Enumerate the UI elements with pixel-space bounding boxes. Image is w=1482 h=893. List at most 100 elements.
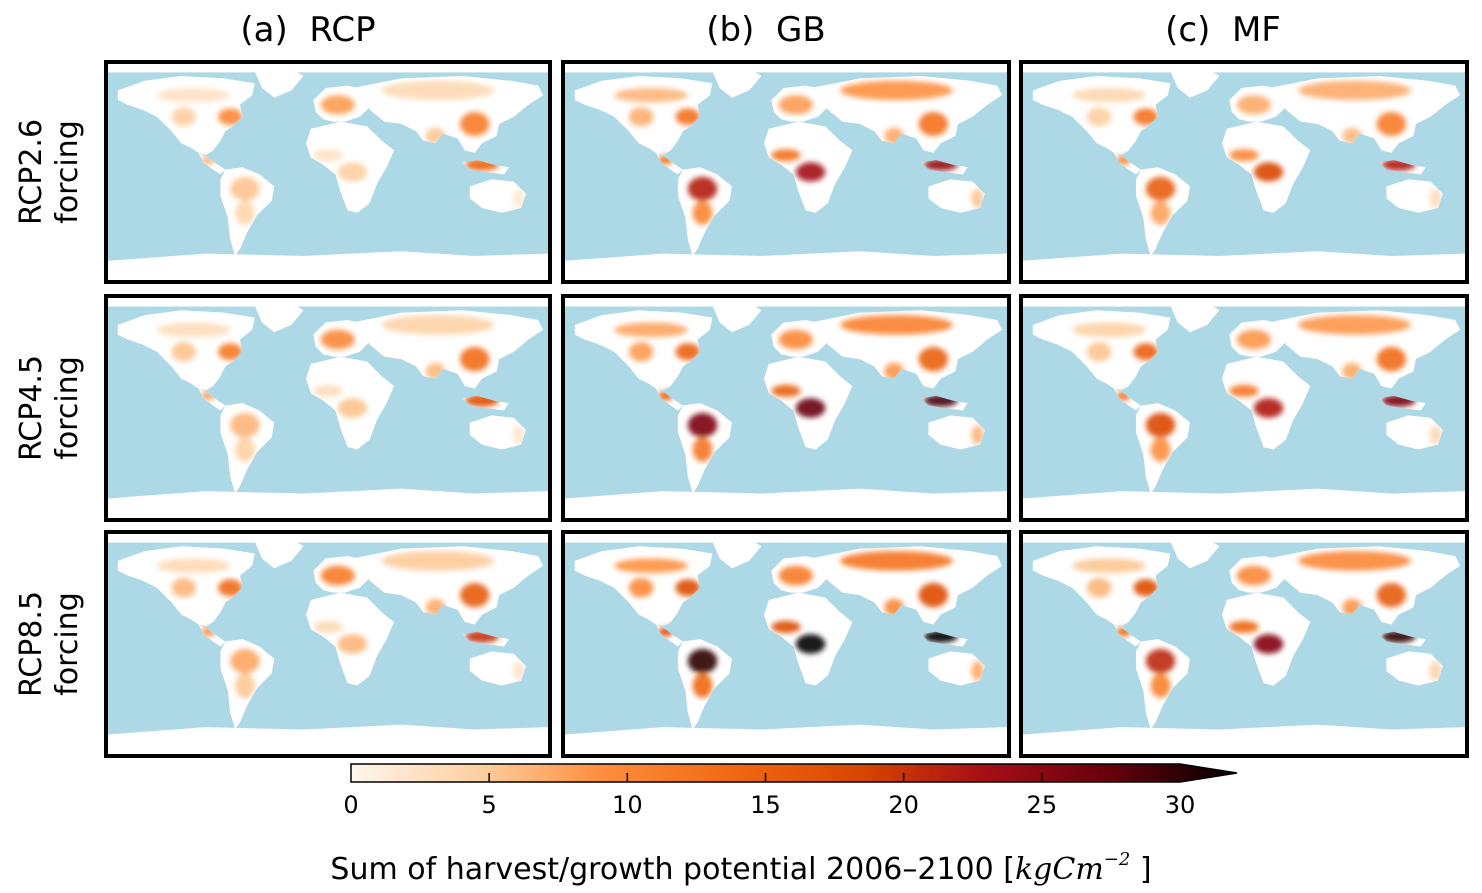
hotspot-amazon	[687, 176, 718, 201]
hotspot-europe	[778, 95, 814, 115]
land-greenland	[254, 302, 304, 333]
land-antarctica	[565, 488, 1007, 518]
hotspot-w_africa	[771, 384, 801, 397]
world-map	[108, 64, 548, 280]
hotspot-boreal_na	[1072, 322, 1146, 338]
hotspot-siberia	[1298, 551, 1411, 571]
hotspot-s_am	[235, 673, 255, 698]
arctic-ice	[565, 534, 1007, 543]
row-label-rcp85-line1: RCP8.5	[14, 590, 50, 698]
hotspot-e_asia	[460, 112, 490, 136]
land-antarctica	[1023, 488, 1465, 518]
hotspot-c_africa	[795, 634, 826, 654]
harvest-potential-field	[614, 80, 984, 225]
world-map	[108, 298, 548, 518]
hotspot-amazon	[230, 412, 260, 438]
hotspot-siberia	[381, 315, 495, 335]
row-label-rcp26-line1: RCP2.6	[14, 118, 50, 226]
hotspot-e_aus	[971, 425, 984, 445]
hotspot-europe	[320, 329, 355, 350]
hotspot-boreal_na	[614, 558, 688, 574]
land-antarctica	[108, 251, 548, 280]
land-greenland	[254, 68, 304, 98]
arctic-ice	[1023, 298, 1465, 307]
land-antarctica	[1023, 724, 1465, 754]
hotspot-europe	[1236, 329, 1272, 350]
hotspot-siberia	[840, 315, 953, 335]
colorbar-unit-exponent: −2	[1103, 849, 1131, 870]
hotspot-e_asia	[460, 582, 490, 608]
arctic-ice	[1023, 534, 1465, 543]
hotspot-e_asia	[918, 112, 949, 136]
harvest-potential-field	[1072, 315, 1442, 462]
hotspot-w_africa	[1229, 149, 1259, 162]
world-map	[565, 534, 1007, 754]
land-greenland	[1170, 302, 1220, 333]
row-label-rcp45: RCP4.5 forcing	[0, 294, 100, 522]
hotspot-e_aus	[971, 661, 984, 681]
colorbar-ticks	[488, 773, 1043, 782]
hotspot-siberia	[840, 551, 953, 571]
hotspot-w_na	[628, 107, 654, 127]
colorbar	[350, 763, 1238, 783]
map-panel-rcp85-gb	[561, 530, 1011, 758]
hotspot-w_africa	[313, 149, 343, 162]
harvest-potential-field	[156, 315, 525, 462]
colorbar-label: Sum of harvest/growth potential 2006–210…	[0, 838, 1482, 892]
arctic-ice	[108, 298, 548, 307]
harvest-potential-field	[614, 315, 984, 462]
colorbar-label-end: ]	[1130, 852, 1152, 887]
world-map	[1023, 64, 1465, 280]
hotspot-siberia	[1298, 315, 1411, 335]
map-panel-rcp85-mf	[1019, 530, 1469, 758]
hotspot-e_asia	[1376, 346, 1407, 372]
hotspot-c_africa	[795, 398, 826, 418]
hotspot-boreal_na	[156, 558, 231, 574]
hotspot-c_africa	[337, 162, 368, 182]
column-title-gb: (b) GB	[706, 10, 826, 50]
row-label-rcp45-line1: RCP4.5	[14, 354, 50, 462]
hotspot-w_na	[628, 578, 654, 598]
arctic-ice	[108, 64, 548, 73]
land-australia	[928, 179, 985, 213]
colorbar-label-text: Sum of harvest/growth potential 2006–210…	[330, 852, 1015, 887]
arctic-ice	[565, 298, 1007, 307]
hotspot-s_am	[235, 200, 255, 225]
colorbar-bar	[350, 763, 1238, 783]
hotspot-amazon	[1145, 648, 1176, 674]
hotspot-s_am	[692, 200, 713, 225]
land-antarctica	[565, 251, 1007, 280]
world-map	[565, 64, 1007, 280]
hotspot-w_na	[1086, 107, 1112, 127]
hotspot-boreal_na	[156, 88, 231, 103]
hotspot-s_am	[1150, 200, 1171, 225]
arctic-ice	[1023, 64, 1465, 73]
hotspot-siberia	[1298, 80, 1411, 100]
map-panel-rcp26-gb	[561, 60, 1011, 284]
map-panel-rcp26-mf	[1019, 60, 1469, 284]
hotspot-boreal_na	[1072, 88, 1146, 103]
map-panel-rcp45-mf	[1019, 294, 1469, 522]
land-antarctica	[1023, 251, 1465, 280]
hotspot-e_aus	[1429, 661, 1442, 681]
hotspot-boreal_na	[1072, 558, 1146, 574]
land-australia	[1386, 651, 1443, 686]
hotspot-e_aus	[512, 661, 525, 681]
hotspot-e_aus	[1429, 188, 1442, 208]
land-australia	[928, 651, 985, 686]
land-australia	[1386, 415, 1443, 450]
arctic-ice	[108, 534, 548, 543]
hotspot-c_africa	[1253, 162, 1284, 182]
hotspot-c_africa	[337, 398, 368, 418]
hotspot-europe	[320, 95, 355, 115]
column-title-rcp: (a) RCP	[240, 10, 376, 50]
hotspot-e_asia	[460, 346, 490, 372]
hotspot-ne_us	[675, 108, 701, 126]
land-greenland	[1170, 68, 1220, 98]
land-antarctica	[565, 724, 1007, 754]
colorbar-tick-label-5: 5	[481, 791, 497, 819]
row-label-rcp45-line2: forcing	[50, 356, 86, 460]
hotspot-w_africa	[771, 149, 801, 162]
hotspot-e_asia	[918, 582, 949, 608]
hotspot-s_am	[1150, 673, 1171, 698]
